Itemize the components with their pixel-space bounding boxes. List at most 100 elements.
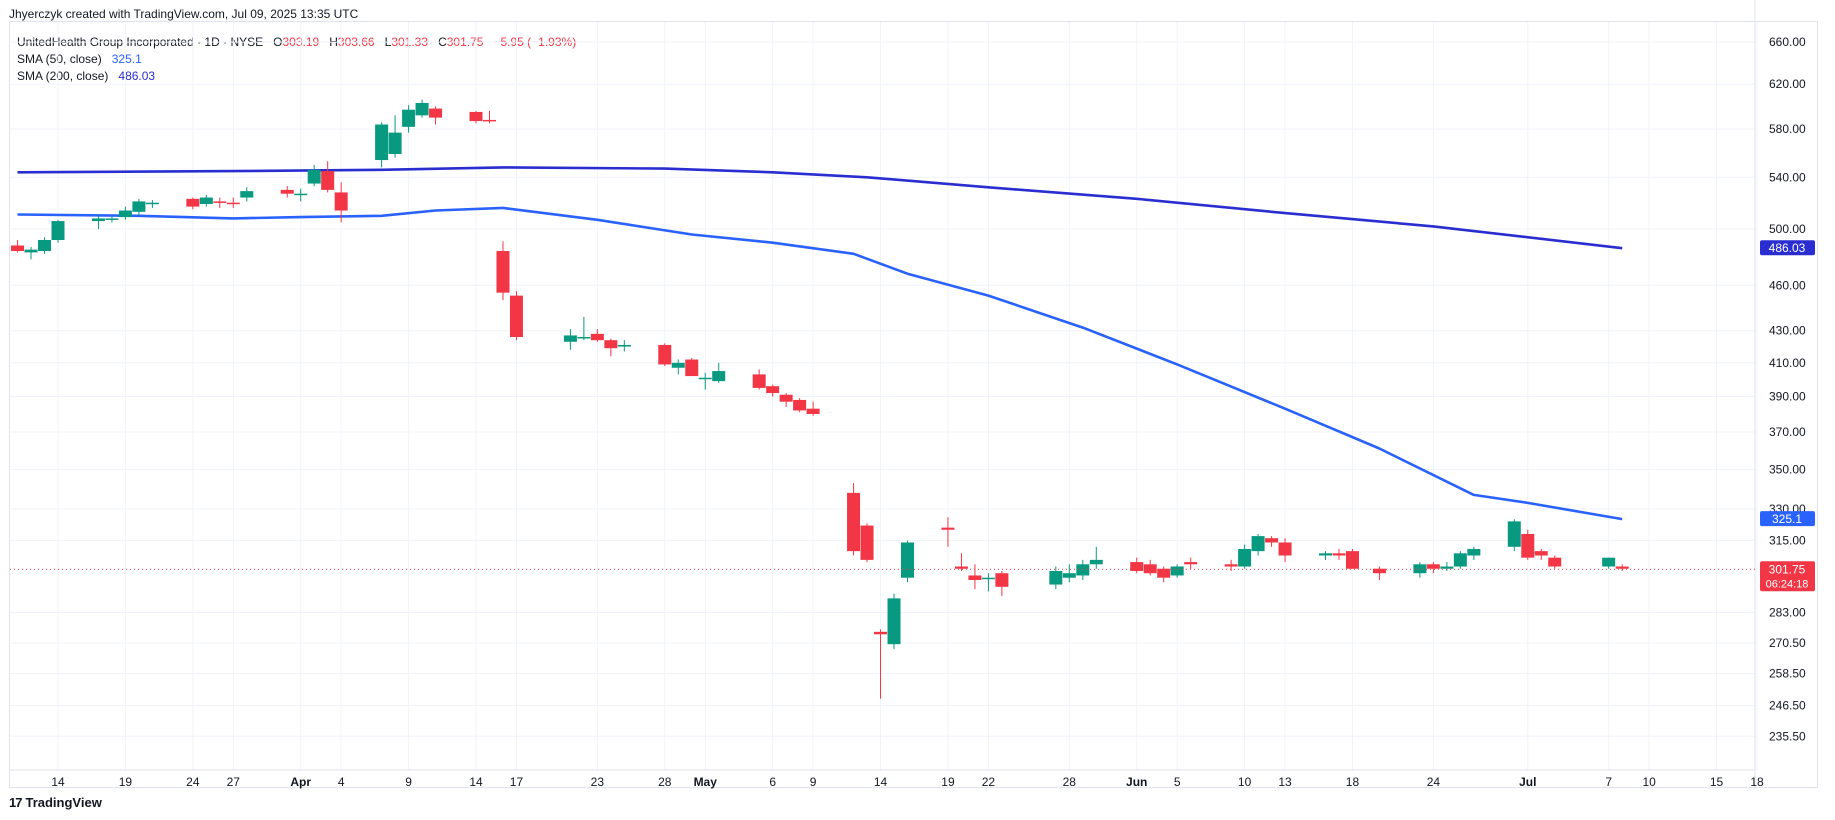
candle	[415, 99, 429, 118]
candle-body	[226, 202, 240, 205]
candle-body	[280, 189, 294, 194]
candle-body	[806, 408, 820, 414]
candle-body	[779, 394, 793, 402]
time-tick-label: 10	[1642, 775, 1656, 789]
candle	[671, 359, 685, 375]
candle-body	[38, 239, 52, 252]
sma200-badge-bg	[1760, 240, 1815, 256]
candle	[1467, 546, 1481, 560]
time-tick-label: 13	[1278, 775, 1292, 789]
tradingview-logo-icon: 17	[9, 795, 23, 810]
candle	[375, 122, 389, 168]
candle-body	[954, 566, 968, 569]
sma50-badge-text: 325.1	[1772, 512, 1802, 526]
candle-body	[1372, 568, 1386, 574]
candle-body	[577, 337, 591, 339]
time-tick-label: 9	[810, 775, 817, 789]
candle-body	[240, 191, 254, 198]
candle	[1426, 562, 1440, 574]
candle	[24, 246, 38, 260]
time-tick-label: Jul	[1519, 775, 1536, 789]
sma50-badge-bg	[1760, 511, 1815, 527]
price-tick-label: 460.00	[1769, 278, 1806, 292]
sma200-legend-row[interactable]: SMA (200, close) 486.03	[17, 68, 576, 85]
candle-body	[941, 527, 955, 530]
candle	[402, 105, 416, 133]
candle	[91, 214, 105, 230]
sma200-badge-text: 486.03	[1769, 241, 1806, 255]
chart-legend: UnitedHealth Group Incorporated · 1D · N…	[17, 34, 576, 85]
candle	[1143, 559, 1157, 576]
candle	[590, 329, 604, 342]
candle-body	[617, 344, 631, 347]
candle	[1170, 564, 1184, 578]
price-chart[interactable]: 660.00 620.00 580.00 540.00 500.00 460.00 430.…	[0, 0, 1835, 790]
candle-body	[496, 251, 510, 293]
price-tick-label: 350.00	[1769, 462, 1806, 476]
candle-body	[294, 193, 308, 196]
candle	[712, 362, 726, 383]
price-tick-label: 235.50	[1769, 729, 1806, 743]
candle	[617, 340, 631, 352]
candle	[806, 401, 820, 416]
candle-body	[887, 598, 901, 645]
candle-body	[563, 335, 577, 342]
price-tick-label: 370.00	[1769, 425, 1806, 439]
candle-body	[132, 201, 146, 212]
candle-body	[402, 109, 416, 127]
candle	[51, 219, 65, 243]
time-tick-label: 15	[1710, 775, 1724, 789]
last-price-badge-text: 301.75	[1769, 562, 1806, 576]
candle	[577, 316, 591, 341]
candle-body	[509, 295, 523, 338]
candle-body	[874, 631, 888, 635]
time-tick-label: Jun	[1126, 775, 1147, 789]
time-tick-label: 19	[941, 775, 955, 789]
grid-lines	[10, 22, 1758, 770]
candle-body	[995, 573, 1009, 587]
candle	[1615, 564, 1629, 571]
price-tick-label: 390.00	[1769, 389, 1806, 403]
candle	[105, 215, 119, 223]
candle-body	[981, 577, 995, 580]
sma50-legend-row[interactable]: SMA (50, close) 325.1	[17, 51, 576, 68]
candle-body	[1076, 564, 1090, 576]
candle-body	[415, 102, 429, 116]
time-axis: 14 19 24 27 Apr 4 9 14 17 23 28 May 6 9 14 19 22 28 Jun 5 10…	[51, 775, 1764, 789]
candle-body	[1602, 557, 1616, 567]
time-tick-label: 4	[338, 775, 345, 789]
candle	[1534, 548, 1548, 560]
candle	[887, 593, 901, 650]
time-tick-label: May	[694, 775, 718, 789]
price-tick-label: 500.00	[1769, 222, 1806, 236]
candle	[496, 241, 510, 301]
candle	[321, 161, 335, 193]
candle	[793, 398, 807, 413]
candle	[1265, 536, 1279, 547]
candle	[766, 384, 780, 397]
candle	[860, 523, 874, 563]
sma50-line	[17, 206, 1623, 521]
candle-body	[671, 362, 685, 368]
tradingview-brand[interactable]: 17 TradingView	[9, 795, 102, 810]
candle-body	[604, 340, 618, 349]
candle-body	[1548, 557, 1562, 567]
candle-body	[91, 218, 105, 222]
sma200-label: SMA (200, close)	[17, 69, 109, 83]
candle	[1224, 559, 1238, 571]
candle-body	[1089, 559, 1103, 565]
sma50-value: 325.1	[111, 52, 142, 66]
candle-body	[321, 171, 335, 190]
chart-credit: Jhyerczyk created with TradingView.com, …	[9, 7, 359, 21]
candle-body	[685, 359, 699, 377]
candle	[658, 343, 672, 367]
candle	[199, 194, 213, 207]
candle	[429, 106, 443, 125]
candle-body	[186, 198, 200, 207]
price-tick-label: 430.00	[1769, 324, 1806, 338]
candle	[1521, 529, 1535, 560]
time-tick-label: 28	[658, 775, 672, 789]
candle	[1453, 551, 1467, 569]
time-tick-label: 17	[510, 775, 524, 789]
candle	[388, 115, 402, 158]
